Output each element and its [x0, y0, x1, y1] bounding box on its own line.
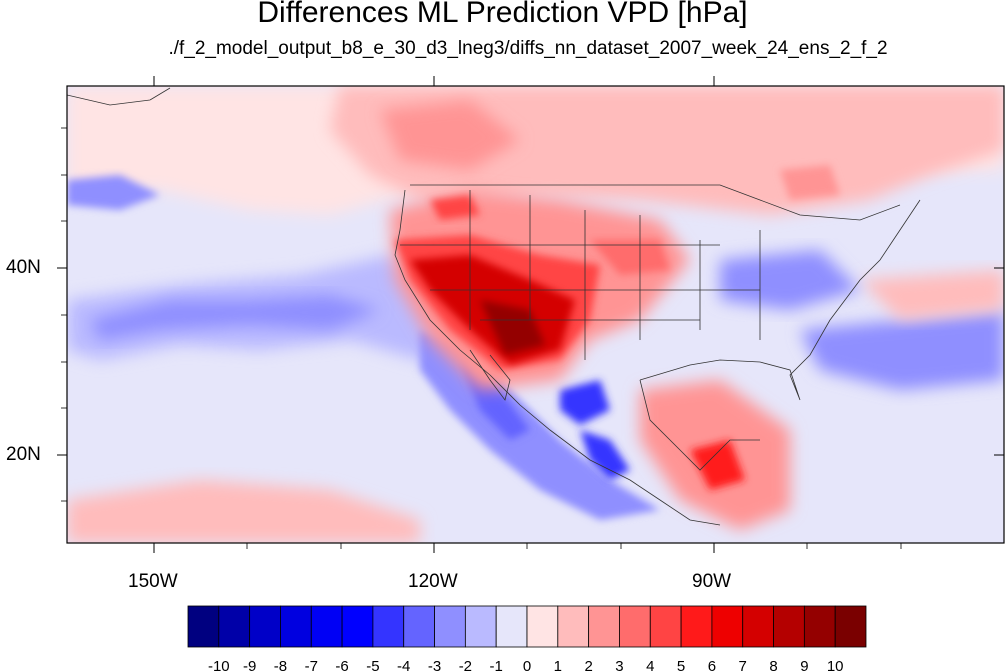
colorbar-label: 10 [827, 658, 844, 672]
map-subtitle: ./f_2_model_output_b8_e_30_d3_lneg3/diff… [168, 38, 888, 59]
colorbar-label: 5 [677, 658, 685, 672]
map-title: Differences ML Prediction VPD [hPa] [257, 0, 748, 29]
colorbar-label: -5 [366, 658, 379, 672]
colorbar-label: 6 [708, 658, 716, 672]
plot-frame [66, 85, 1005, 544]
colorbar-box [341, 605, 374, 648]
colorbar-label: -2 [459, 658, 472, 672]
colorbar-box [619, 605, 651, 648]
colorbar-label: -1 [490, 658, 503, 672]
colorbar-box [711, 605, 744, 648]
colorbar-box [588, 605, 620, 648]
colorbar-box [742, 605, 774, 648]
colorbar-label: 3 [615, 658, 623, 672]
colorbar-label: 2 [584, 658, 592, 672]
colorbar-box [310, 605, 343, 648]
colorbar-labels: -10 -9 -8 -7 -6 -5 -4 -3 -2 -1 0 1 2 3 4 5 6 7 8 9 10 [208, 658, 844, 672]
colorbar-box [834, 605, 867, 648]
colorbar-box [649, 605, 682, 648]
lon-label-90w: 90W [692, 571, 732, 592]
colorbar-label: -8 [274, 658, 287, 672]
colorbar-box [526, 605, 559, 648]
colorbar-box [187, 605, 220, 648]
colorbar-box [249, 605, 281, 648]
colorbar-box [557, 605, 590, 648]
colorbar-label: -6 [335, 658, 348, 672]
lat-label-40n: 40N [6, 257, 41, 278]
colorbar-label: 4 [646, 658, 654, 672]
colorbar-label: -3 [428, 658, 441, 672]
colorbar-box [773, 605, 805, 648]
lon-label-120w: 120W [408, 571, 458, 592]
colorbar-label: -9 [243, 658, 256, 672]
colorbar-boxes [187, 605, 867, 648]
lat-label-20n: 20N [6, 444, 41, 465]
colorbar-box [280, 605, 312, 648]
colorbar-label: -7 [305, 658, 318, 672]
lon-label-150w: 150W [128, 571, 178, 592]
vpd-difference-map [57, 76, 1005, 553]
colorbar-box [372, 605, 405, 648]
colorbar-label: -4 [397, 658, 410, 672]
colorbar-label: 9 [800, 658, 808, 672]
colorbar-label: 7 [739, 658, 747, 672]
axis-ticks [57, 76, 1004, 553]
colorbar-box [495, 605, 528, 648]
colorbar-label: -10 [208, 658, 230, 672]
colorbar-box [464, 605, 497, 648]
field-layer [67, 86, 1004, 543]
colorbar-label: 0 [523, 658, 531, 672]
colorbar-box [434, 605, 466, 648]
colorbar-box [218, 605, 251, 648]
colorbar-box [680, 605, 713, 648]
colorbar-label: 1 [554, 658, 562, 672]
colorbar-label: 8 [769, 658, 777, 672]
boundary-lines [67, 87, 921, 526]
colorbar-box [803, 605, 836, 648]
colorbar-box [403, 605, 435, 648]
